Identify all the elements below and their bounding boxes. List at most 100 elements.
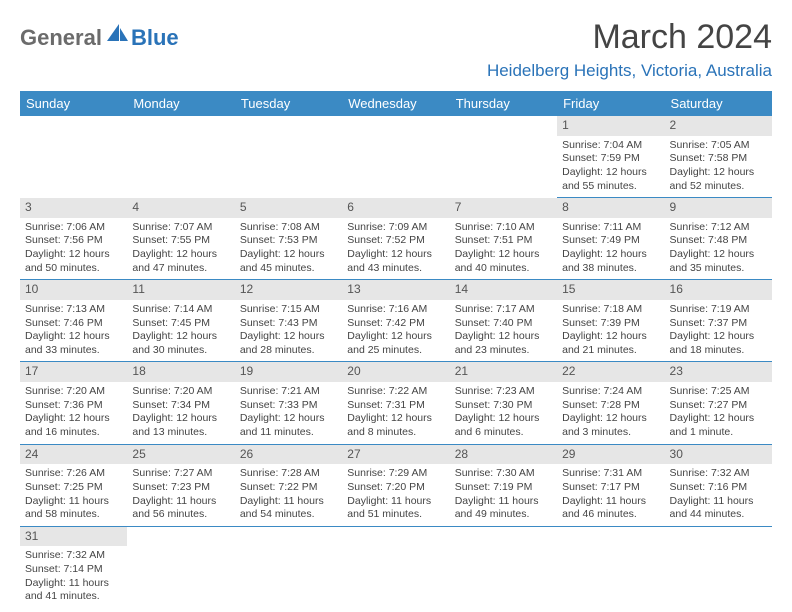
day-number-cell: 11 [127, 280, 234, 300]
daynum-row: 17181920212223 [20, 362, 772, 382]
sunrise-text: Sunrise: 7:31 AM [562, 467, 659, 481]
day-detail-cell [235, 546, 342, 608]
day-detail-cell: Sunrise: 7:10 AMSunset: 7:51 PMDaylight:… [450, 218, 557, 280]
page-title: March 2024 [487, 18, 772, 57]
day-number-cell [665, 526, 772, 546]
day-detail-cell [127, 136, 234, 198]
daylight-text: Daylight: 12 hours and 18 minutes. [670, 330, 767, 357]
detail-row: Sunrise: 7:04 AMSunset: 7:59 PMDaylight:… [20, 136, 772, 198]
day-detail-cell: Sunrise: 7:27 AMSunset: 7:23 PMDaylight:… [127, 464, 234, 526]
day-number-cell: 7 [450, 198, 557, 218]
sunset-text: Sunset: 7:27 PM [670, 399, 767, 413]
day-number-cell: 19 [235, 362, 342, 382]
day-number-cell: 24 [20, 444, 127, 464]
sunset-text: Sunset: 7:14 PM [25, 563, 122, 577]
sunrise-text: Sunrise: 7:11 AM [562, 221, 659, 235]
sunset-text: Sunset: 7:39 PM [562, 317, 659, 331]
day-detail-cell: Sunrise: 7:08 AMSunset: 7:53 PMDaylight:… [235, 218, 342, 280]
sunset-text: Sunset: 7:33 PM [240, 399, 337, 413]
daylight-text: Daylight: 11 hours and 56 minutes. [132, 495, 229, 522]
sunrise-text: Sunrise: 7:10 AM [455, 221, 552, 235]
day-number-cell: 20 [342, 362, 449, 382]
day-number-cell: 28 [450, 444, 557, 464]
day-detail-cell: Sunrise: 7:11 AMSunset: 7:49 PMDaylight:… [557, 218, 664, 280]
day-detail-cell: Sunrise: 7:31 AMSunset: 7:17 PMDaylight:… [557, 464, 664, 526]
day-detail-cell [342, 136, 449, 198]
day-number-cell: 13 [342, 280, 449, 300]
day-detail-cell: Sunrise: 7:19 AMSunset: 7:37 PMDaylight:… [665, 300, 772, 362]
day-detail-cell: Sunrise: 7:32 AMSunset: 7:14 PMDaylight:… [20, 546, 127, 608]
day-detail-cell: Sunrise: 7:24 AMSunset: 7:28 PMDaylight:… [557, 382, 664, 444]
day-number-cell: 29 [557, 444, 664, 464]
day-detail-cell: Sunrise: 7:29 AMSunset: 7:20 PMDaylight:… [342, 464, 449, 526]
day-number-cell: 25 [127, 444, 234, 464]
detail-row: Sunrise: 7:13 AMSunset: 7:46 PMDaylight:… [20, 300, 772, 362]
sunset-text: Sunset: 7:22 PM [240, 481, 337, 495]
daylight-text: Daylight: 12 hours and 50 minutes. [25, 248, 122, 275]
detail-row: Sunrise: 7:26 AMSunset: 7:25 PMDaylight:… [20, 464, 772, 526]
day-detail-cell: Sunrise: 7:07 AMSunset: 7:55 PMDaylight:… [127, 218, 234, 280]
sunset-text: Sunset: 7:49 PM [562, 234, 659, 248]
sunset-text: Sunset: 7:34 PM [132, 399, 229, 413]
day-number-cell: 5 [235, 198, 342, 218]
sunrise-text: Sunrise: 7:12 AM [670, 221, 767, 235]
calendar-table: SundayMondayTuesdayWednesdayThursdayFrid… [20, 91, 772, 608]
day-number-cell: 23 [665, 362, 772, 382]
sunrise-text: Sunrise: 7:32 AM [25, 549, 122, 563]
day-number-cell: 4 [127, 198, 234, 218]
day-detail-cell: Sunrise: 7:06 AMSunset: 7:56 PMDaylight:… [20, 218, 127, 280]
daynum-row: 31 [20, 526, 772, 546]
sunset-text: Sunset: 7:30 PM [455, 399, 552, 413]
day-number-cell [235, 526, 342, 546]
day-detail-cell: Sunrise: 7:15 AMSunset: 7:43 PMDaylight:… [235, 300, 342, 362]
day-detail-cell [450, 136, 557, 198]
sunrise-text: Sunrise: 7:17 AM [455, 303, 552, 317]
day-number-cell: 17 [20, 362, 127, 382]
sunset-text: Sunset: 7:58 PM [670, 152, 767, 166]
sunrise-text: Sunrise: 7:29 AM [347, 467, 444, 481]
daylight-text: Daylight: 12 hours and 6 minutes. [455, 412, 552, 439]
calendar-header-row: SundayMondayTuesdayWednesdayThursdayFrid… [20, 91, 772, 116]
location-subtitle: Heidelberg Heights, Victoria, Australia [487, 61, 772, 81]
day-number-cell [235, 116, 342, 136]
sunrise-text: Sunrise: 7:16 AM [347, 303, 444, 317]
sunset-text: Sunset: 7:28 PM [562, 399, 659, 413]
sunset-text: Sunset: 7:43 PM [240, 317, 337, 331]
daynum-row: 24252627282930 [20, 444, 772, 464]
day-number-cell [127, 526, 234, 546]
day-detail-cell: Sunrise: 7:26 AMSunset: 7:25 PMDaylight:… [20, 464, 127, 526]
sunset-text: Sunset: 7:17 PM [562, 481, 659, 495]
sunset-text: Sunset: 7:45 PM [132, 317, 229, 331]
day-number-cell [450, 116, 557, 136]
day-number-cell: 6 [342, 198, 449, 218]
detail-row: Sunrise: 7:20 AMSunset: 7:36 PMDaylight:… [20, 382, 772, 444]
day-detail-cell [20, 136, 127, 198]
header: General Blue March 2024 Heidelberg Heigh… [20, 18, 772, 81]
sunset-text: Sunset: 7:55 PM [132, 234, 229, 248]
day-number-cell: 18 [127, 362, 234, 382]
day-number-cell [450, 526, 557, 546]
day-header: Thursday [450, 91, 557, 116]
sunrise-text: Sunrise: 7:09 AM [347, 221, 444, 235]
daylight-text: Daylight: 12 hours and 16 minutes. [25, 412, 122, 439]
daylight-text: Daylight: 12 hours and 11 minutes. [240, 412, 337, 439]
day-number-cell [342, 526, 449, 546]
day-number-cell: 14 [450, 280, 557, 300]
sunrise-text: Sunrise: 7:20 AM [132, 385, 229, 399]
logo: General Blue [20, 24, 179, 51]
day-detail-cell [235, 136, 342, 198]
day-number-cell: 27 [342, 444, 449, 464]
day-number-cell: 10 [20, 280, 127, 300]
sunset-text: Sunset: 7:19 PM [455, 481, 552, 495]
day-detail-cell: Sunrise: 7:32 AMSunset: 7:16 PMDaylight:… [665, 464, 772, 526]
day-number-cell: 9 [665, 198, 772, 218]
daylight-text: Daylight: 11 hours and 49 minutes. [455, 495, 552, 522]
sunset-text: Sunset: 7:46 PM [25, 317, 122, 331]
day-number-cell: 8 [557, 198, 664, 218]
day-detail-cell: Sunrise: 7:28 AMSunset: 7:22 PMDaylight:… [235, 464, 342, 526]
day-number-cell [20, 116, 127, 136]
sunrise-text: Sunrise: 7:05 AM [670, 139, 767, 153]
sunset-text: Sunset: 7:37 PM [670, 317, 767, 331]
daylight-text: Daylight: 12 hours and 28 minutes. [240, 330, 337, 357]
sunrise-text: Sunrise: 7:32 AM [670, 467, 767, 481]
